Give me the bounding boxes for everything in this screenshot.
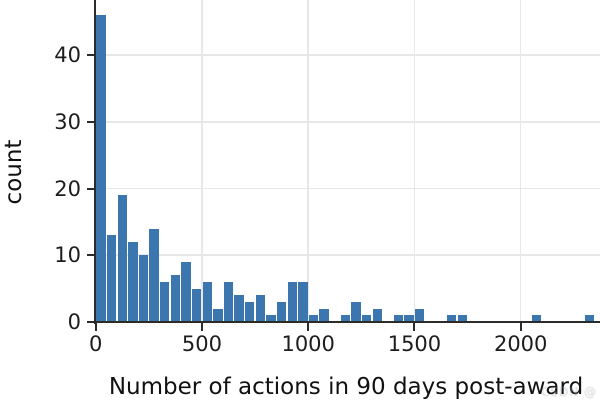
- y-tick-label: 40: [54, 43, 81, 67]
- x-gridline: [519, 0, 522, 322]
- x-gridline: [413, 0, 416, 322]
- histogram-bar: [276, 301, 287, 322]
- histogram-bar: [202, 281, 212, 322]
- histogram-bar: [361, 315, 372, 322]
- x-tick: [200, 323, 203, 331]
- x-tick-label: 1000: [281, 332, 335, 356]
- histogram-bar: [245, 301, 255, 322]
- x-tick-label: 0: [89, 332, 103, 356]
- histogram-bar: [266, 315, 276, 322]
- histogram-bar: [404, 315, 414, 322]
- histogram-bar: [372, 308, 382, 322]
- histogram-bar: [106, 235, 117, 322]
- histogram-bar: [585, 315, 595, 322]
- histogram-bar: [149, 228, 159, 322]
- x-axis-spine: [93, 321, 600, 324]
- histogram-bar: [128, 241, 138, 322]
- histogram-bar: [223, 281, 234, 322]
- histogram-bar: [170, 275, 181, 322]
- histogram-bar: [138, 255, 149, 322]
- y-tick-label: 0: [67, 310, 81, 334]
- y-tick: [87, 120, 94, 123]
- y-gridline: [95, 120, 600, 123]
- histogram-bar: [308, 315, 319, 322]
- x-tick-label: 500: [181, 332, 222, 356]
- histogram-bar: [191, 288, 202, 322]
- histogram-bar: [298, 281, 308, 322]
- y-tick: [87, 54, 94, 56]
- x-gridline: [201, 0, 203, 322]
- x-tick: [413, 323, 416, 331]
- histogram-bar: [96, 14, 106, 322]
- histogram-bar: [340, 315, 351, 322]
- y-tick-label: 30: [54, 109, 81, 134]
- histogram-bar: [181, 261, 191, 322]
- histogram-bar: [213, 308, 223, 322]
- y-gridline: [95, 187, 600, 190]
- histogram-bar: [255, 295, 266, 322]
- y-tick: [87, 187, 94, 190]
- histogram-bar: [531, 315, 542, 322]
- y-gridline: [95, 254, 600, 257]
- y-axis-title: count: [1, 139, 27, 205]
- y-tick-label: 10: [54, 243, 81, 268]
- x-axis-title: Number of actions in 90 days post-award: [108, 374, 584, 400]
- histogram-bar: [234, 295, 244, 322]
- histogram-bar: [287, 281, 297, 322]
- histogram-bar: [415, 308, 425, 322]
- x-tick-label: 2000: [493, 332, 548, 356]
- histogram-bar: [160, 281, 170, 322]
- x-tick: [94, 323, 97, 331]
- histogram-bar: [446, 315, 457, 322]
- x-tick: [307, 323, 310, 331]
- x-tick: [519, 323, 522, 331]
- y-axis-spine: [93, 0, 96, 324]
- x-tick-label: 1500: [387, 332, 442, 356]
- histogram-bar: [393, 315, 404, 322]
- y-tick: [87, 321, 94, 323]
- histogram-bar: [117, 195, 127, 322]
- histogram-bar: [457, 315, 467, 322]
- y-tick: [87, 254, 94, 257]
- y-tick-label: 20: [54, 176, 81, 201]
- x-gridline: [307, 0, 309, 322]
- histogram-bar: [319, 308, 329, 322]
- y-gridline: [95, 54, 600, 56]
- watermark: CSDN @: [540, 385, 597, 399]
- histogram-bar: [351, 301, 361, 322]
